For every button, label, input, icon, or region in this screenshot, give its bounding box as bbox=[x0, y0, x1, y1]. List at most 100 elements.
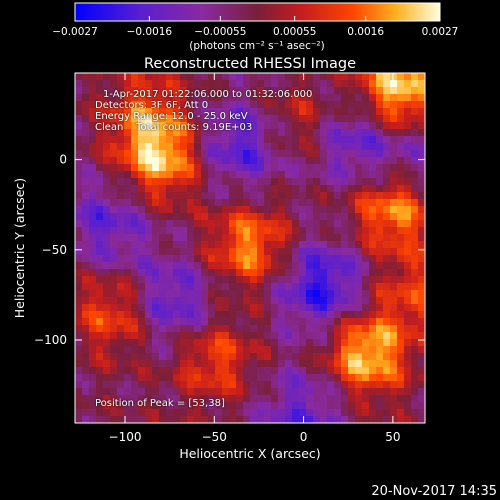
heatmap-cell bbox=[138, 199, 146, 207]
heatmap-cell bbox=[320, 73, 328, 81]
heatmap-cell bbox=[152, 143, 160, 151]
heatmap-cell bbox=[404, 269, 412, 277]
heatmap-cell bbox=[418, 220, 425, 228]
heatmap-cell bbox=[397, 115, 405, 123]
heatmap-cell bbox=[383, 73, 391, 81]
heatmap-cell bbox=[75, 304, 83, 312]
heatmap-cell bbox=[187, 409, 195, 417]
heatmap-cell bbox=[103, 206, 111, 214]
heatmap-cell bbox=[96, 143, 104, 151]
heatmap-cell bbox=[187, 360, 195, 368]
heatmap-cell bbox=[194, 346, 202, 354]
heatmap-cell bbox=[292, 416, 300, 423]
heatmap-cell bbox=[292, 339, 300, 347]
heatmap-cell bbox=[355, 94, 363, 102]
heatmap-cell bbox=[397, 143, 405, 151]
heatmap-cell bbox=[397, 332, 405, 340]
heatmap-cell bbox=[110, 143, 118, 151]
heatmap-cell bbox=[250, 374, 258, 382]
heatmap-cell bbox=[313, 416, 321, 423]
heatmap-cell bbox=[390, 262, 398, 270]
heatmap-cell bbox=[383, 80, 391, 88]
heatmap-cell bbox=[369, 157, 377, 165]
heatmap-cell bbox=[201, 192, 209, 200]
heatmap-cell bbox=[243, 374, 251, 382]
heatmap-cell bbox=[306, 248, 314, 256]
heatmap-cell bbox=[334, 213, 342, 221]
heatmap-cell bbox=[418, 199, 425, 207]
heatmap-cell bbox=[299, 360, 307, 368]
colorbar-tick-label: 0.00055 bbox=[273, 26, 316, 38]
heatmap-cell bbox=[334, 143, 342, 151]
heatmap-cell bbox=[376, 381, 384, 389]
heatmap-cell bbox=[82, 367, 90, 375]
heatmap-cell bbox=[124, 318, 132, 326]
heatmap-cell bbox=[390, 157, 398, 165]
heatmap-cell bbox=[243, 171, 251, 179]
heatmap-cell bbox=[397, 87, 405, 95]
heatmap-cell bbox=[306, 122, 314, 130]
heatmap-cell bbox=[180, 94, 188, 102]
heatmap-cell bbox=[166, 262, 174, 270]
heatmap-cell bbox=[82, 297, 90, 305]
heatmap-cell bbox=[299, 248, 307, 256]
heatmap-cell bbox=[229, 248, 237, 256]
heatmap-cell bbox=[194, 108, 202, 116]
heatmap-cell bbox=[159, 388, 167, 396]
heatmap-cell bbox=[89, 87, 97, 95]
heatmap-cell bbox=[110, 402, 118, 410]
heatmap-cell bbox=[117, 157, 125, 165]
heatmap-cell bbox=[89, 276, 97, 284]
heatmap-cell bbox=[355, 192, 363, 200]
heatmap-cell bbox=[285, 234, 293, 242]
heatmap-cell bbox=[117, 213, 125, 221]
heatmap-cell bbox=[404, 276, 412, 284]
heatmap-cell bbox=[152, 360, 160, 368]
heatmap-cell bbox=[250, 339, 258, 347]
heatmap-cell bbox=[208, 409, 216, 417]
heatmap-cell bbox=[138, 353, 146, 361]
heatmap-cell bbox=[369, 143, 377, 151]
heatmap-cell bbox=[152, 388, 160, 396]
heatmap-cell bbox=[159, 318, 167, 326]
heatmap-cell bbox=[250, 290, 258, 298]
heatmap-cell bbox=[383, 101, 391, 109]
heatmap-cell bbox=[89, 241, 97, 249]
heatmap-cell bbox=[383, 325, 391, 333]
heatmap-cell bbox=[82, 157, 90, 165]
heatmap-cell bbox=[278, 80, 286, 88]
heatmap-cell bbox=[348, 367, 356, 375]
heatmap-cell bbox=[383, 339, 391, 347]
heatmap-cell bbox=[110, 206, 118, 214]
annotation-peak-position: Position of Peak = [53,38] bbox=[95, 398, 225, 409]
heatmap-cell bbox=[299, 283, 307, 291]
heatmap-cell bbox=[96, 136, 104, 144]
heatmap-cell bbox=[124, 122, 132, 130]
heatmap-cell bbox=[397, 73, 405, 81]
heatmap-cell bbox=[194, 248, 202, 256]
heatmap-cell bbox=[166, 220, 174, 228]
heatmap-cell bbox=[355, 367, 363, 375]
heatmap-cell bbox=[145, 73, 153, 81]
heatmap-cell bbox=[187, 311, 195, 319]
annotation-clean-counts: Clean Total counts: 9.19E+03 bbox=[95, 122, 253, 133]
heatmap-cell bbox=[264, 178, 272, 186]
heatmap-cell bbox=[250, 283, 258, 291]
heatmap-cell bbox=[243, 234, 251, 242]
heatmap-cell bbox=[383, 248, 391, 256]
heatmap-cell bbox=[201, 136, 209, 144]
heatmap-cell bbox=[383, 171, 391, 179]
heatmap-cell bbox=[257, 157, 265, 165]
heatmap-cell bbox=[348, 416, 356, 423]
heatmap-cell bbox=[208, 402, 216, 410]
heatmap-cell bbox=[236, 388, 244, 396]
heatmap-cell bbox=[376, 192, 384, 200]
heatmap-cell bbox=[418, 80, 425, 88]
heatmap-cell bbox=[383, 115, 391, 123]
heatmap-cell bbox=[313, 122, 321, 130]
heatmap-cell bbox=[194, 199, 202, 207]
heatmap-cell bbox=[89, 108, 97, 116]
heatmap-cell bbox=[292, 157, 300, 165]
heatmap-cell bbox=[271, 388, 279, 396]
heatmap-cell bbox=[180, 318, 188, 326]
